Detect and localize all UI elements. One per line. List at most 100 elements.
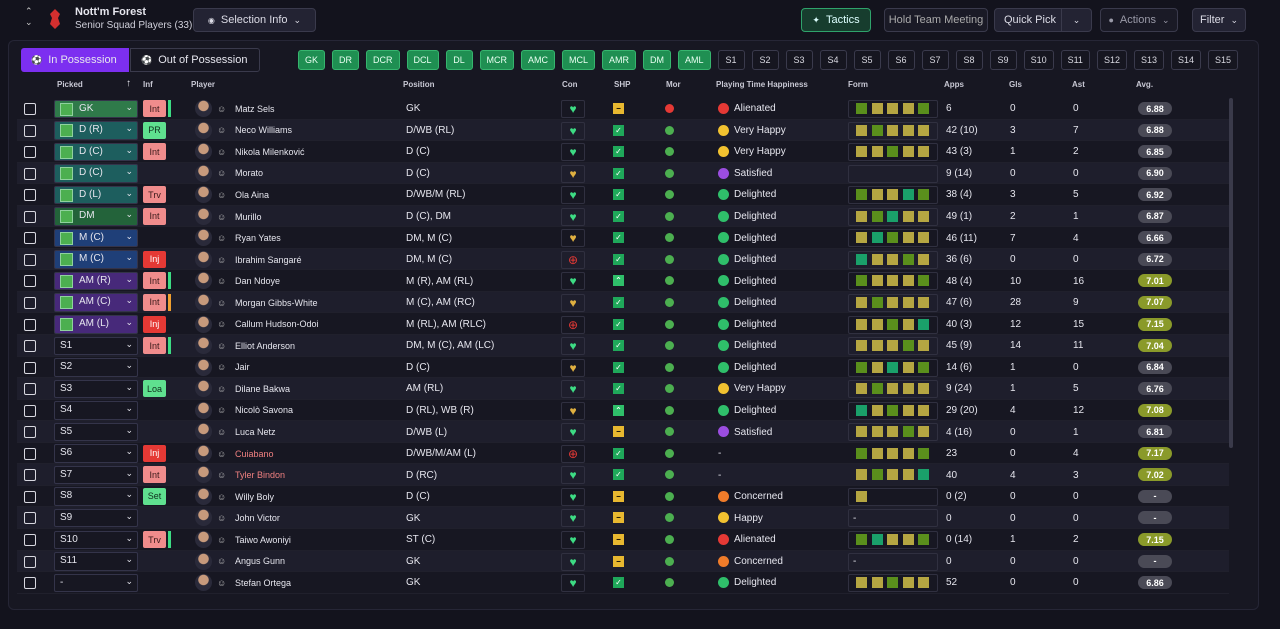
column-header[interactable]: Avg. [1136,80,1154,89]
selection-info-button[interactable]: ◉ Selection Info ⌄ [193,8,316,32]
position-button[interactable]: S11 [1060,50,1090,70]
position-button[interactable]: AMR [602,50,637,70]
position-button[interactable]: AMC [521,50,556,70]
picked-dropdown[interactable]: D (C) ⌄ [54,164,138,183]
player-row[interactable] [17,184,1229,206]
picked-dropdown[interactable]: M (C) ⌄ [54,250,138,269]
player-name[interactable]: Morgan Gibbs-White [235,297,318,308]
player-row[interactable] [17,98,1229,120]
picked-dropdown[interactable]: M (C) ⌄ [54,228,138,248]
column-header[interactable]: Playing Time Happiness [716,80,808,89]
player-row[interactable] [17,572,1229,594]
checkbox[interactable] [24,124,36,137]
player-name[interactable]: Murillo [235,211,262,222]
picked-dropdown[interactable]: S4 ⌄ [54,401,138,420]
checkbox[interactable] [24,490,36,503]
column-header[interactable]: Inf [143,80,153,89]
checkbox[interactable] [24,296,36,309]
position-button[interactable]: S12 [1096,50,1127,70]
quick-pick-button[interactable]: Quick Pick ⌄ [994,8,1092,32]
checkbox[interactable] [24,361,36,374]
out-of-possession-tab[interactable]: ⚽ Out of Possession [130,48,260,72]
player-name[interactable]: Nikola Milenković [235,146,305,157]
position-button[interactable]: DCL [406,50,439,70]
player-row[interactable] [17,529,1229,551]
checkbox[interactable] [24,383,36,396]
column-header[interactable]: Form [848,80,868,89]
player-row[interactable] [17,270,1229,292]
checkbox[interactable] [24,469,36,482]
player-row[interactable] [17,141,1229,163]
position-button[interactable]: MCL [562,50,596,70]
player-name[interactable]: Matz Sels [235,103,275,114]
picked-dropdown[interactable]: S6 ⌄ [54,444,138,463]
position-button[interactable]: DL [445,50,473,70]
actions-button[interactable]: ● Actions ⌄ [1100,8,1178,32]
picked-dropdown[interactable]: AM (C) ⌄ [54,293,138,312]
position-button[interactable]: S3 [785,50,813,70]
player-row[interactable] [17,314,1229,335]
player-name[interactable]: Nicolò Savona [235,405,294,416]
picked-dropdown[interactable]: AM (R) ⌄ [54,271,138,291]
position-button[interactable]: S8 [955,50,983,70]
picked-dropdown[interactable]: S2 ⌄ [54,358,138,377]
picked-dropdown[interactable]: S3 ⌄ [54,379,138,399]
checkbox[interactable] [24,146,36,159]
player-name[interactable]: Callum Hudson-Odoi [235,319,319,330]
player-name[interactable]: Neco Williams [235,125,293,136]
checkbox[interactable] [24,426,36,439]
checkbox[interactable] [24,555,36,568]
picked-dropdown[interactable]: AM (L) ⌄ [54,315,138,334]
column-header[interactable]: SHP [614,80,631,89]
position-button[interactable]: S10 [1023,50,1054,70]
checkbox[interactable] [24,232,36,245]
player-row[interactable] [17,357,1229,379]
picked-dropdown[interactable]: - ⌄ [54,573,138,593]
checkbox[interactable] [24,447,36,460]
player-name[interactable]: John Victor [235,513,280,524]
checkbox[interactable] [24,318,36,331]
filter-button[interactable]: Filter ⌄ [1192,8,1246,32]
position-button[interactable]: DR [332,50,360,70]
picked-dropdown[interactable]: D (C) ⌄ [54,142,138,162]
player-row[interactable] [17,443,1229,465]
position-button[interactable]: AML [678,50,711,70]
checkbox[interactable] [24,189,36,202]
checkbox[interactable] [24,534,36,546]
checkbox[interactable] [24,210,36,223]
position-button[interactable]: S15 [1207,50,1238,70]
player-name[interactable]: Tyler Bindon [235,470,286,481]
player-row[interactable] [17,400,1229,422]
picked-dropdown[interactable]: D (L) ⌄ [54,185,138,205]
picked-dropdown[interactable]: S11 ⌄ [54,552,138,571]
column-header[interactable]: Player [191,80,216,89]
checkbox[interactable] [24,512,36,525]
column-header[interactable]: Apps [944,80,964,89]
player-row[interactable] [17,227,1229,249]
position-button[interactable]: DCR [366,50,400,70]
position-button[interactable]: S9 [989,50,1017,70]
player-name[interactable]: Elliot Anderson [235,340,296,351]
sort-arrow[interactable]: ↑ [126,78,131,89]
player-name[interactable]: Ryan Yates [235,233,281,244]
player-name[interactable]: Taiwo Awoniyi [235,534,291,545]
position-button[interactable]: DM [643,50,672,70]
checkbox[interactable] [24,404,36,417]
scrollbar[interactable] [1229,98,1233,448]
checkbox[interactable] [24,340,36,353]
picked-dropdown[interactable]: S10 ⌄ [54,530,138,549]
player-name[interactable]: Jair [235,362,250,373]
position-button[interactable]: MCR [479,50,515,70]
checkbox[interactable] [24,253,36,266]
player-name[interactable]: Cuiabano [235,448,274,459]
picked-dropdown[interactable]: S1 ⌄ [54,336,138,356]
checkbox[interactable] [24,275,36,288]
player-name[interactable]: Angus Gunn [235,556,286,567]
player-name[interactable]: Dan Ndoye [235,276,281,287]
player-name[interactable]: Willy Boly [235,491,275,502]
position-button[interactable]: S14 [1170,50,1201,70]
picked-dropdown[interactable]: GK ⌄ [54,99,138,118]
column-header[interactable]: Ast [1072,80,1085,89]
column-header[interactable]: Gls [1009,80,1022,89]
picked-dropdown[interactable]: S7 ⌄ [54,465,138,485]
